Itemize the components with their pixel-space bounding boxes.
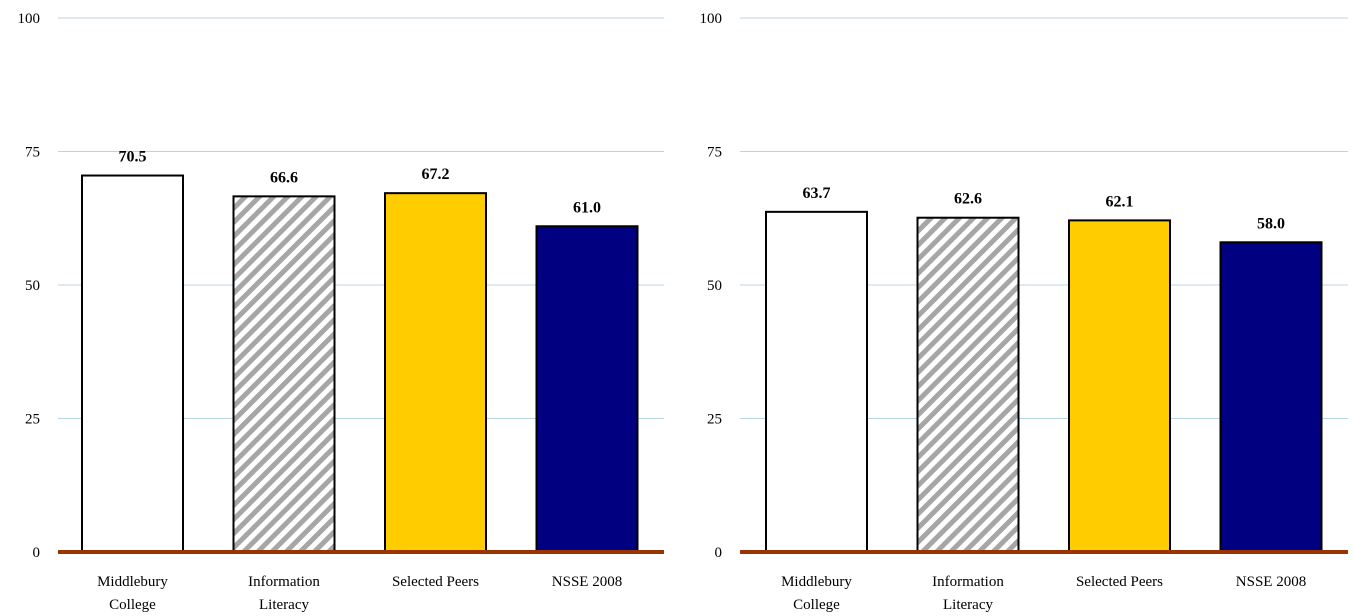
y-tick-label-50: 50 (707, 278, 722, 294)
y-tick-label-100: 100 (18, 11, 41, 27)
y-tick-label-50: 50 (25, 278, 40, 294)
data-label-3: 62.1 (1106, 193, 1134, 210)
bar-1 (765, 210, 868, 553)
data-label-1: 63.7 (803, 185, 831, 202)
data-label-3: 67.2 (422, 166, 450, 183)
x-tick-label-2: Information Literacy (248, 574, 320, 613)
y-tick-label-75: 75 (707, 145, 722, 161)
bar-3 (384, 192, 487, 553)
y-tick-label-25: 25 (25, 412, 40, 428)
y-tick-label-100: 100 (700, 11, 723, 27)
bar-2 (916, 216, 1020, 553)
x-tick-label-2: Information Literacy (932, 574, 1004, 613)
bar-1 (81, 174, 184, 553)
x-tick-label-3: Selected Peers (1076, 574, 1163, 590)
bar-2 (232, 195, 336, 554)
data-label-4: 58.0 (1257, 215, 1285, 232)
chart-panel-2: 0 25 50 75 100 63.7 Middlebury College 62.6 Infor… (700, 11, 1348, 613)
y-tick-label-75: 75 (25, 145, 40, 161)
chart-panel-1: 0 25 50 75 100 70.5 Middlebury College 66.6 Infor… (18, 11, 664, 613)
y-tick-label-0: 0 (33, 545, 41, 561)
bar-3 (1068, 219, 1171, 554)
data-label-2: 66.6 (270, 169, 298, 186)
data-label-1: 70.5 (119, 149, 147, 166)
data-label-2: 62.6 (954, 191, 982, 208)
bar-4 (535, 225, 639, 553)
x-tick-label-4: NSSE 2008 (1236, 574, 1306, 590)
x-tick-label-1: Middlebury College (97, 574, 168, 613)
data-label-4: 61.0 (573, 199, 601, 216)
y-tick-label-25: 25 (707, 412, 722, 428)
bar-4 (1219, 241, 1323, 553)
y-tick-label-0: 0 (715, 545, 723, 561)
x-tick-label-3: Selected Peers (392, 574, 479, 590)
x-tick-label-1: Middlebury College (781, 574, 852, 613)
x-tick-label-4: NSSE 2008 (552, 574, 622, 590)
